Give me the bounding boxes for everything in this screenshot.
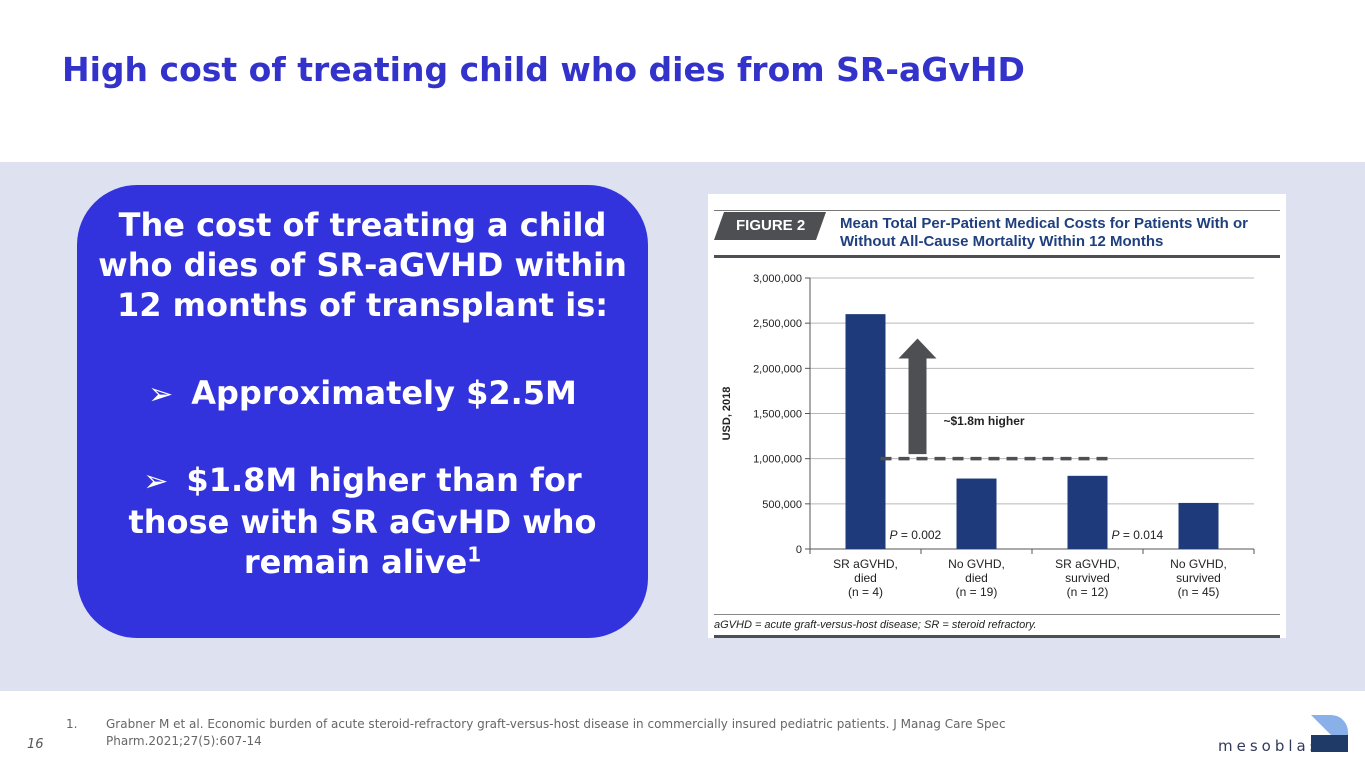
y-tick-label: 0 — [796, 544, 802, 556]
figure-panel: FIGURE 2 Mean Total Per-Patient Medical … — [708, 194, 1286, 638]
up-arrow-icon — [898, 338, 937, 455]
y-tick-label: 2,000,000 — [753, 363, 802, 375]
difference-label: ~$1.8m higher — [944, 414, 1025, 428]
y-tick-label: 500,000 — [762, 499, 802, 511]
x-tick-label: (n = 19) — [956, 585, 998, 599]
x-tick-label: (n = 12) — [1067, 585, 1109, 599]
footnote-citation: Grabner M et al. Economic burden of acut… — [106, 717, 1006, 748]
y-axis-label: USD, 2018 — [721, 387, 733, 441]
x-tick-label: (n = 45) — [1178, 585, 1220, 599]
p-value-number: = 0.002 — [898, 528, 942, 542]
bar — [1178, 502, 1219, 549]
figure-note-rule — [714, 614, 1280, 615]
callout-bullet-line: ➢ $1.8M higher than for — [77, 460, 648, 502]
p-value-label: P = 0.002 — [890, 528, 942, 542]
callout-bullet-text: remain alive — [243, 543, 468, 581]
y-tick-label: 2,500,000 — [753, 318, 802, 330]
x-tick-label: SR aGVHD, — [1055, 557, 1120, 571]
y-tick-label: 3,000,000 — [753, 273, 802, 285]
bar — [1067, 475, 1108, 549]
bullet-arrow-icon: ➢ — [148, 377, 174, 412]
x-tick-label: died — [965, 571, 988, 585]
x-tick-label: No GVHD, — [948, 557, 1005, 571]
y-tick-label: 1,500,000 — [753, 409, 802, 421]
figure-top-rule — [714, 210, 1280, 211]
callout-bullet-cost: ➢ Approximately $2.5M — [77, 373, 648, 415]
figure-title-line: Mean Total Per-Patient Medical Costs for… — [840, 215, 1248, 232]
bullet-arrow-icon: ➢ — [143, 464, 169, 499]
x-tick-label: (n = 4) — [848, 585, 883, 599]
x-tick-label: survived — [1065, 571, 1110, 585]
callout-lead-line: who dies of SR-aGVHD within — [98, 246, 627, 284]
p-value-number: = 0.014 — [1120, 528, 1164, 542]
callout-bullet-line: remain alive1 — [77, 542, 648, 582]
key-message-callout: The cost of treating a child who dies of… — [77, 185, 648, 638]
figure-title: Mean Total Per-Patient Medical Costs for… — [840, 215, 1280, 251]
figure-tag: FIGURE 2 — [714, 212, 826, 240]
callout-lead: The cost of treating a child who dies of… — [77, 205, 648, 325]
callout-bullet-text: $1.8M higher than for — [186, 461, 582, 499]
x-tick-label: SR aGVHD, — [833, 557, 898, 571]
brand-wordmark: mesoblast — [1218, 737, 1332, 755]
page-number: 16 — [27, 737, 44, 752]
x-tick-label: died — [854, 571, 877, 585]
footnote-number: 1. — [66, 717, 78, 731]
x-tick-label: No GVHD, — [1170, 557, 1227, 571]
callout-bullet-line: those with SR aGvHD who — [128, 503, 597, 541]
slide-title: High cost of treating child who dies fro… — [62, 50, 1025, 89]
cost-bar-chart: 0 500,000 1,000,000 1,500,000 2,000,000 2,500… — [721, 273, 1255, 599]
figure-abbreviation-note: aGVHD = acute graft-versus-host disease;… — [714, 619, 1037, 631]
figure-bottom-rule — [714, 635, 1280, 638]
x-tick-label: survived — [1176, 571, 1221, 585]
y-tick-label: 1,000,000 — [753, 454, 802, 466]
mesoblast-logo-icon — [1311, 715, 1348, 752]
figure-title-line: Without All-Cause Mortality Within 12 Mo… — [840, 233, 1164, 250]
p-value-prefix: P — [1112, 528, 1120, 542]
callout-lead-line: The cost of treating a child — [118, 206, 607, 244]
figure-header-rule — [714, 255, 1280, 258]
callout-lead-line: 12 months of transplant is: — [116, 286, 609, 324]
footnote-reference: 1 — [467, 542, 482, 567]
p-value-label: P = 0.014 — [1112, 528, 1164, 542]
p-value-prefix: P — [890, 528, 898, 542]
bar — [845, 314, 886, 549]
bar — [956, 478, 997, 549]
callout-bullet-difference: ➢ $1.8M higher than for those with SR aGv… — [77, 460, 648, 582]
callout-bullet-text: Approximately $2.5M — [191, 374, 577, 412]
